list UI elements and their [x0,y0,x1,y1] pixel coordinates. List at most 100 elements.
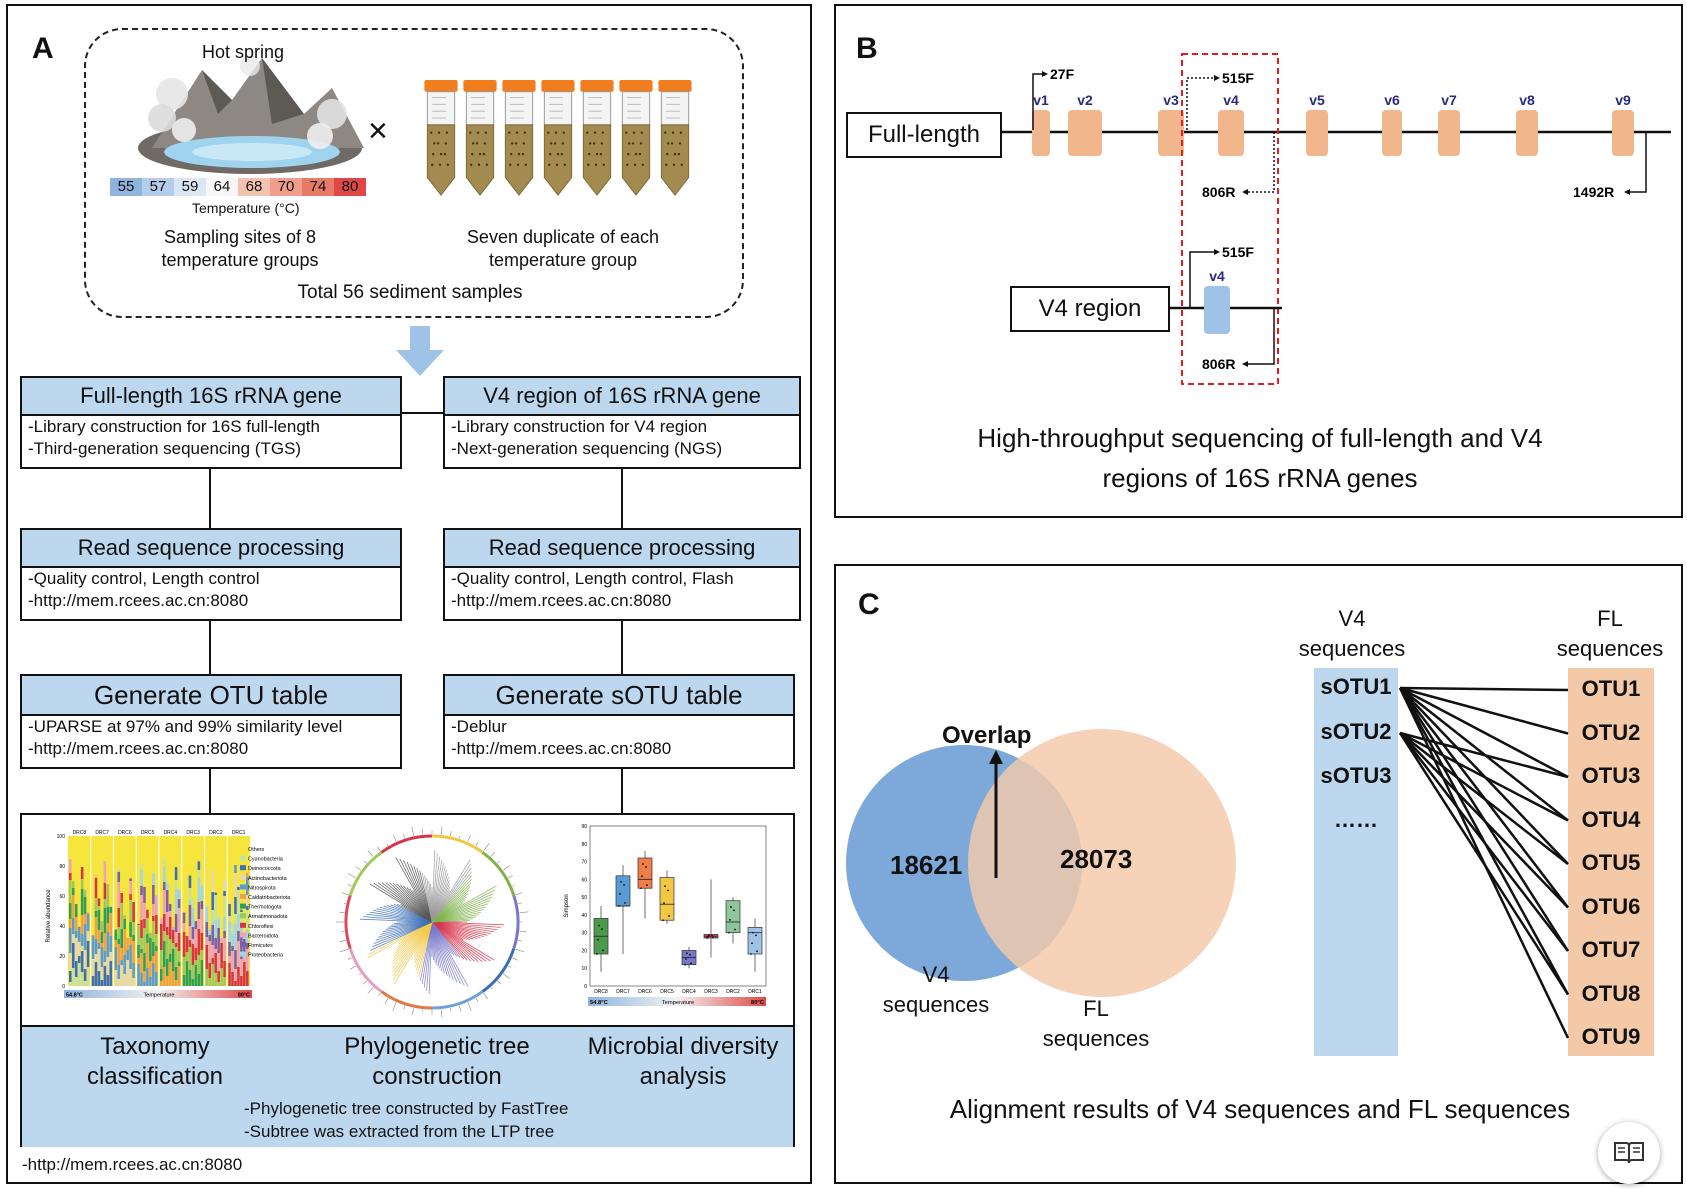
bar-group-label: DRC1 [232,830,246,836]
bar-segment [172,943,175,949]
v4-region-label-box: V4 region [1010,286,1170,332]
bar-segment [166,884,169,890]
bar-segment [92,976,95,986]
bar-segment [231,946,234,951]
bar-segment [217,953,220,971]
bar-segment [211,925,214,945]
bar-segment [101,980,104,986]
bar-segment [115,940,118,947]
bar-segment [195,948,198,960]
bar-segment [152,963,155,986]
bar-segment [163,967,166,986]
primer-27f-arrowhead [1042,71,1048,77]
sotu-item: sOTU3 [1310,763,1402,789]
bar-segment [189,900,192,905]
tree-outer-tick [348,885,352,887]
bar-segment [117,882,120,908]
bar-segment [214,920,217,938]
legend-swatch [240,894,246,899]
bar-segment [81,889,84,915]
bar-segment [183,975,186,986]
bar-segment [84,924,87,950]
bar-segment [155,915,158,934]
panel-b-caption-line2: regions of 16S rRNA genes [880,458,1640,498]
bar-segment [155,951,158,972]
bar-segment [163,859,166,868]
tree-outer-tick [412,1008,413,1015]
bar-segment [129,945,132,969]
panel-b-caption: High-throughput sequencing of full-lengt… [880,418,1640,498]
region-label-v5: v5 [1309,92,1325,108]
tree-outer-tick [412,827,414,836]
bar-segment [140,895,143,920]
reader-view-button[interactable] [1598,1122,1660,1184]
bar-segment [129,969,132,986]
bar-segment [92,935,95,959]
tree-outer-tick [368,851,373,857]
bar-segment [140,870,143,886]
bar-segment [101,947,104,967]
bar-segment [198,929,201,955]
bar-segment [163,890,166,914]
bar-segment [120,893,123,903]
bar-segment [115,947,118,970]
bar-segment [117,965,120,979]
bar-segment [192,927,195,939]
legend-label: Bacteroidota [248,933,278,939]
bar-segment [237,941,240,967]
bar-segment [75,931,78,938]
bar-segment [208,963,211,978]
bar-segment [120,948,123,960]
otu-item: OTU1 [1568,676,1654,702]
box-ytick: 10 [581,966,587,972]
bar-segment [126,938,129,950]
region-box-v4 [1218,110,1244,156]
tree-outer-tick [340,940,346,941]
bar-segment [195,960,198,965]
bar-segment [140,938,143,949]
box-point [667,889,669,891]
box-temp-low: 54.8°C [590,1000,609,1006]
bar-segment [178,908,181,933]
bar-segment [234,981,237,986]
bar-segment [211,892,214,910]
bar-segment [166,912,169,927]
v4-region-16s-line2: -Next-generation sequencing (NGS) [445,438,799,460]
bar-segment [143,919,146,928]
v4-primer-515f-arrowhead [1214,249,1220,255]
legend-swatch [240,846,246,851]
otu-item: OTU3 [1568,763,1654,789]
bar-segment [234,914,237,924]
bar-segment [198,955,201,974]
bar-segment [214,949,217,953]
bar-segment [198,919,201,929]
bar-segment [75,977,78,986]
primer-515f-arrow [1187,78,1214,130]
generate-sotu-line2: -http://mem.rcees.ac.cn:8080 [445,738,793,760]
v4-primer-806r-label: 806R [1202,356,1235,372]
diversity-line2: analysis [574,1062,792,1092]
bar-group-label: DRC2 [209,830,223,836]
bar-segment [189,876,192,888]
bar-segment [95,898,98,911]
analysis-note-2: -Subtree was extracted from the LTP tree [244,1120,568,1143]
generate-sotu-title: Generate sOTU table [445,676,793,716]
tree-outer-tick [476,998,478,1001]
tree-clade-arc [350,949,381,992]
fl-read-processing-box: Read sequence processing -Quality contro… [20,528,402,621]
bar-segment [152,904,155,916]
bar-segment [208,930,211,935]
primer-806r-label: 806R [1202,184,1235,200]
taxonomy-label: Taxonomy classification [40,1032,270,1092]
bar-segment [81,879,84,889]
tree-outer-tick [422,829,423,835]
bar-segment [98,906,101,910]
box-ytick: 30 [581,931,587,937]
sotu-item: …… [1310,807,1402,833]
bar-segment [104,899,107,908]
bar-segment [211,910,214,921]
bar-segment [166,935,169,959]
bar-segment [192,898,195,908]
tree-outer-tick [342,893,349,895]
tree-outer-tick [516,949,525,952]
